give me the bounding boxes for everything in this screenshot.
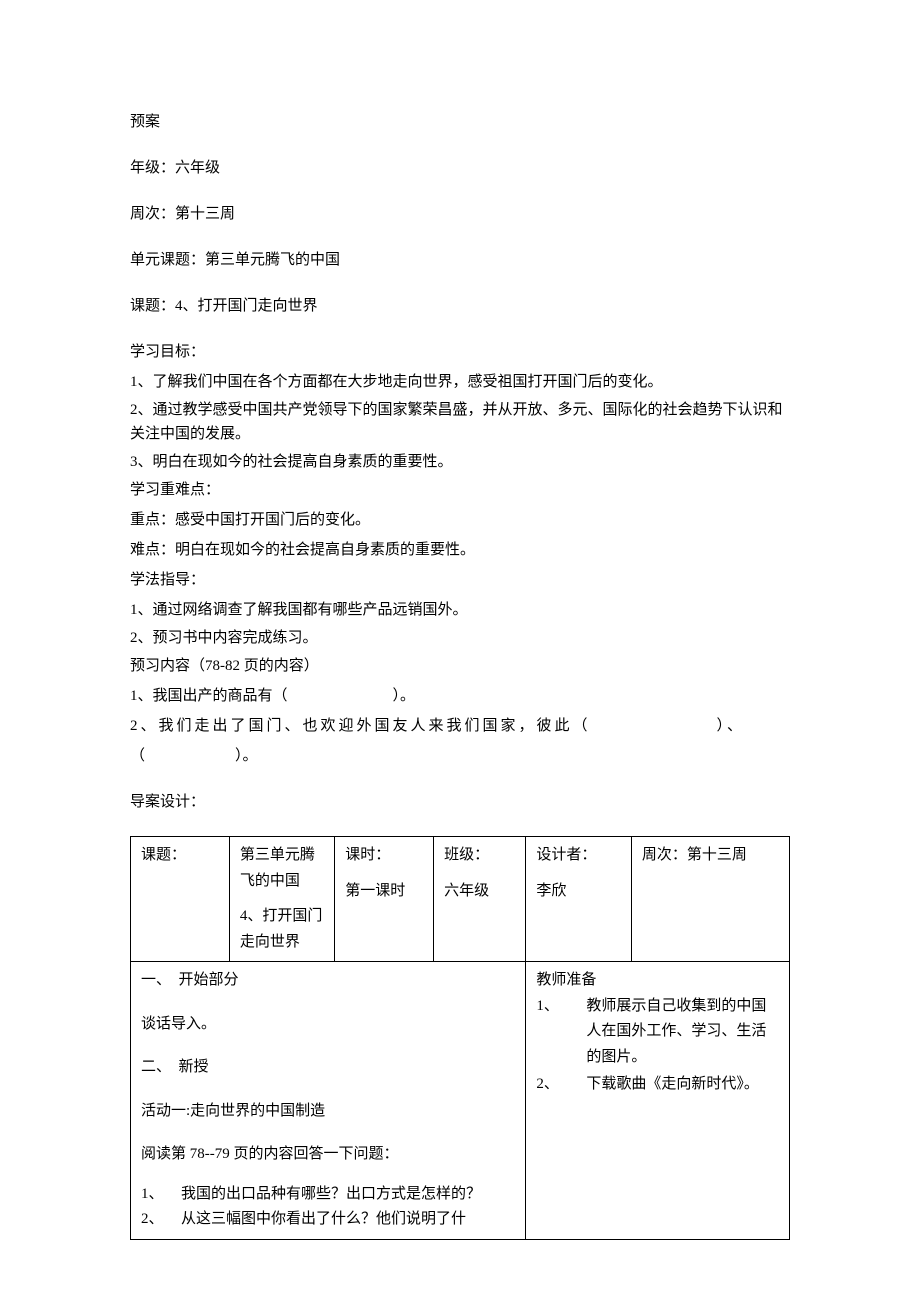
method-num: 2、 [130,630,153,646]
prep-text: 下载歌曲《走向新时代》。 [586,1072,779,1098]
cell-teacher-prep: 教师准备 1、 教师展示自己收集到的中国人在国外工作、学习、生活的图片。 2、 … [526,962,790,1240]
section-text: 活动一:走向世界的中国制造 [141,1099,515,1125]
cell-class: 班级： 六年级 [434,837,526,962]
method-text: 通过网络调查了解我国都有哪些产品远销国外。 [153,602,468,618]
cell-designer: 设计者： 李欣 [526,837,631,962]
section-text: 阅读第 78--79 页的内容回答一下问题： [141,1142,515,1168]
objectives-heading: 学习目标： [130,340,790,364]
list-item: 1、 教师展示自己收集到的中国人在国外工作、学习、生活的图片。 [536,994,779,1071]
cell-text: 4、打开国门走向世界 [240,904,324,955]
method-text: 预习书中内容完成练习。 [153,630,318,646]
question-text: 从这三幅图中你看出了什么？他们说明了什 [181,1211,466,1227]
cell-text: 班级： [444,843,515,869]
objective-num: 3、 [130,454,153,470]
objective-item: 2、通过教学感受中国共产党领导下的国家繁荣昌盛，并从开放、多元、国际化的社会趋势… [130,398,790,446]
cell-text: 设计者： [536,843,620,869]
difficulties-heading: 学习重难点： [130,478,790,502]
doc-title: 预案 [130,110,790,134]
method-item: 2、预习书中内容完成练习。 [130,626,790,650]
preview-line2a: 2、我们走出了国门、也欢迎外国友人来我们国家，彼此（ ）、 [130,714,790,738]
cell-text: 李欣 [536,879,620,905]
preview-heading: 预习内容（78-82 页的内容） [130,654,790,678]
lesson-plan-table: 课题： 第三单元腾飞的中国 4、打开国门走向世界 课时： 第一课时 班级： 六年… [130,836,790,1240]
objectives-block: 学习目标： 1、了解我们中国在各个方面都在大步地走向世界，感受祖国打开国门后的变… [130,340,790,474]
objective-item: 1、了解我们中国在各个方面都在大步地走向世界，感受祖国打开国门后的变化。 [130,370,790,394]
question-num: 2、 [141,1207,181,1233]
unit-line: 单元课题：第三单元腾飞的中国 [130,248,790,272]
cell-topic-label: 课题： [131,837,230,962]
grade-line: 年级：六年级 [130,156,790,180]
cell-period: 课时： 第一课时 [335,837,434,962]
difficulties-block: 学习重难点： 重点：感受中国打开国门后的变化。 难点：明白在现如今的社会提高自身… [130,478,790,562]
cell-week: 周次：第十三周 [631,837,789,962]
objective-text: 明白在现如今的社会提高自身素质的重要性。 [153,454,453,470]
teacher-prep-heading: 教师准备 [536,968,779,994]
prep-num: 1、 [536,994,586,1071]
objective-num: 2、 [130,402,153,418]
objective-text: 通过教学感受中国共产党领导下的国家繁荣昌盛，并从开放、多元、国际化的社会趋势下认… [130,402,783,442]
section-heading: 一、 开始部分 [141,968,515,994]
design-heading: 导案设计： [130,790,790,814]
question-text: 我国的出口品种有哪些？出口方式是怎样的？ [181,1186,481,1202]
cell-lesson-content: 一、 开始部分 谈话导入。 二、 新授 活动一:走向世界的中国制造 阅读第 78… [131,962,526,1240]
difficulty-focus: 重点：感受中国打开国门后的变化。 [130,508,790,532]
question-item: 1、我国的出口品种有哪些？出口方式是怎样的？ [141,1182,515,1208]
section-text: 谈话导入。 [141,1012,515,1038]
preview-block: 预习内容（78-82 页的内容） 1、我国出产的商品有（ ）。 2、我们走出了国… [130,654,790,768]
table-row: 课题： 第三单元腾飞的中国 4、打开国门走向世界 课时： 第一课时 班级： 六年… [131,837,790,962]
preview-line2b: （ ）。 [130,744,790,768]
cell-text: 第一课时 [345,879,423,905]
prep-text: 教师展示自己收集到的中国人在国外工作、学习、生活的图片。 [586,994,779,1071]
cell-text: 六年级 [444,879,515,905]
question-num: 1、 [141,1182,181,1208]
cell-topic-value: 第三单元腾飞的中国 4、打开国门走向世界 [229,837,334,962]
cell-text: 课时： [345,843,423,869]
teacher-prep-list: 1、 教师展示自己收集到的中国人在国外工作、学习、生活的图片。 2、 下载歌曲《… [536,994,779,1098]
method-num: 1、 [130,602,153,618]
objective-item: 3、明白在现如今的社会提高自身素质的重要性。 [130,450,790,474]
method-item: 1、通过网络调查了解我国都有哪些产品远销国外。 [130,598,790,622]
methods-block: 学法指导： 1、通过网络调查了解我国都有哪些产品远销国外。 2、预习书中内容完成… [130,568,790,650]
methods-heading: 学法指导： [130,568,790,592]
week-line: 周次：第十三周 [130,202,790,226]
preview-line1: 1、我国出产的商品有（ ）。 [130,684,790,708]
difficulty-hard: 难点：明白在现如今的社会提高自身素质的重要性。 [130,538,790,562]
question-item: 2、从这三幅图中你看出了什么？他们说明了什 [141,1207,515,1233]
prep-num: 2、 [536,1072,586,1098]
topic-line: 课题：4、打开国门走向世界 [130,294,790,318]
objective-text: 了解我们中国在各个方面都在大步地走向世界，感受祖国打开国门后的变化。 [153,374,663,390]
list-item: 2、 下载歌曲《走向新时代》。 [536,1072,779,1098]
section-heading: 二、 新授 [141,1055,515,1081]
cell-text: 第三单元腾飞的中国 [240,843,324,894]
objective-num: 1、 [130,374,153,390]
table-row: 一、 开始部分 谈话导入。 二、 新授 活动一:走向世界的中国制造 阅读第 78… [131,962,790,1240]
